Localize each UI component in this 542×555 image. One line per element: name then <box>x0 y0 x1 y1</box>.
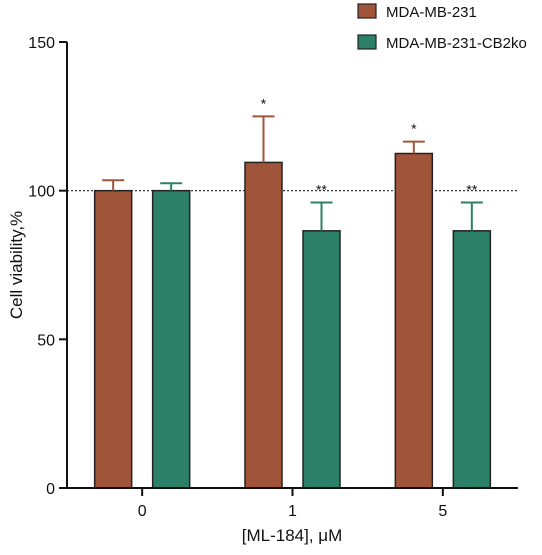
bar <box>452 230 492 489</box>
bar <box>151 189 191 489</box>
bar <box>394 152 434 489</box>
significance-label: * <box>261 95 267 111</box>
significance-label: ** <box>466 182 477 198</box>
y-tick-label: 50 <box>37 332 55 349</box>
y-tick-label: 0 <box>46 481 55 498</box>
x-tick-label: 0 <box>138 503 147 520</box>
legend-label: MDA-MB-231 <box>386 4 477 21</box>
legend-swatch <box>357 34 377 50</box>
x-tick-label: 5 <box>438 503 447 520</box>
bar <box>244 161 283 489</box>
x-ticks-group: 0 1 5 <box>138 488 447 520</box>
x-tick-label: 1 <box>288 503 297 520</box>
bar <box>93 189 133 489</box>
x-axis-title: [ML-184], μM <box>242 526 343 545</box>
bar <box>302 230 341 489</box>
y-tick-label: 150 <box>28 35 55 52</box>
y-ticks-group: 0 50 100 150 <box>28 35 67 498</box>
significance-label: * <box>411 121 417 137</box>
bars-group: ****** <box>93 95 492 489</box>
significance-label: ** <box>316 182 327 198</box>
legend-label: MDA-MB-231-CB2ko <box>386 35 527 52</box>
axes-group <box>66 42 518 489</box>
y-tick-label: 100 <box>28 184 55 201</box>
legend-swatch <box>357 3 377 19</box>
y-axis-title: Cell viability,% <box>7 211 26 319</box>
legend: MDA-MB-231 MDA-MB-231-CB2ko <box>357 3 527 52</box>
